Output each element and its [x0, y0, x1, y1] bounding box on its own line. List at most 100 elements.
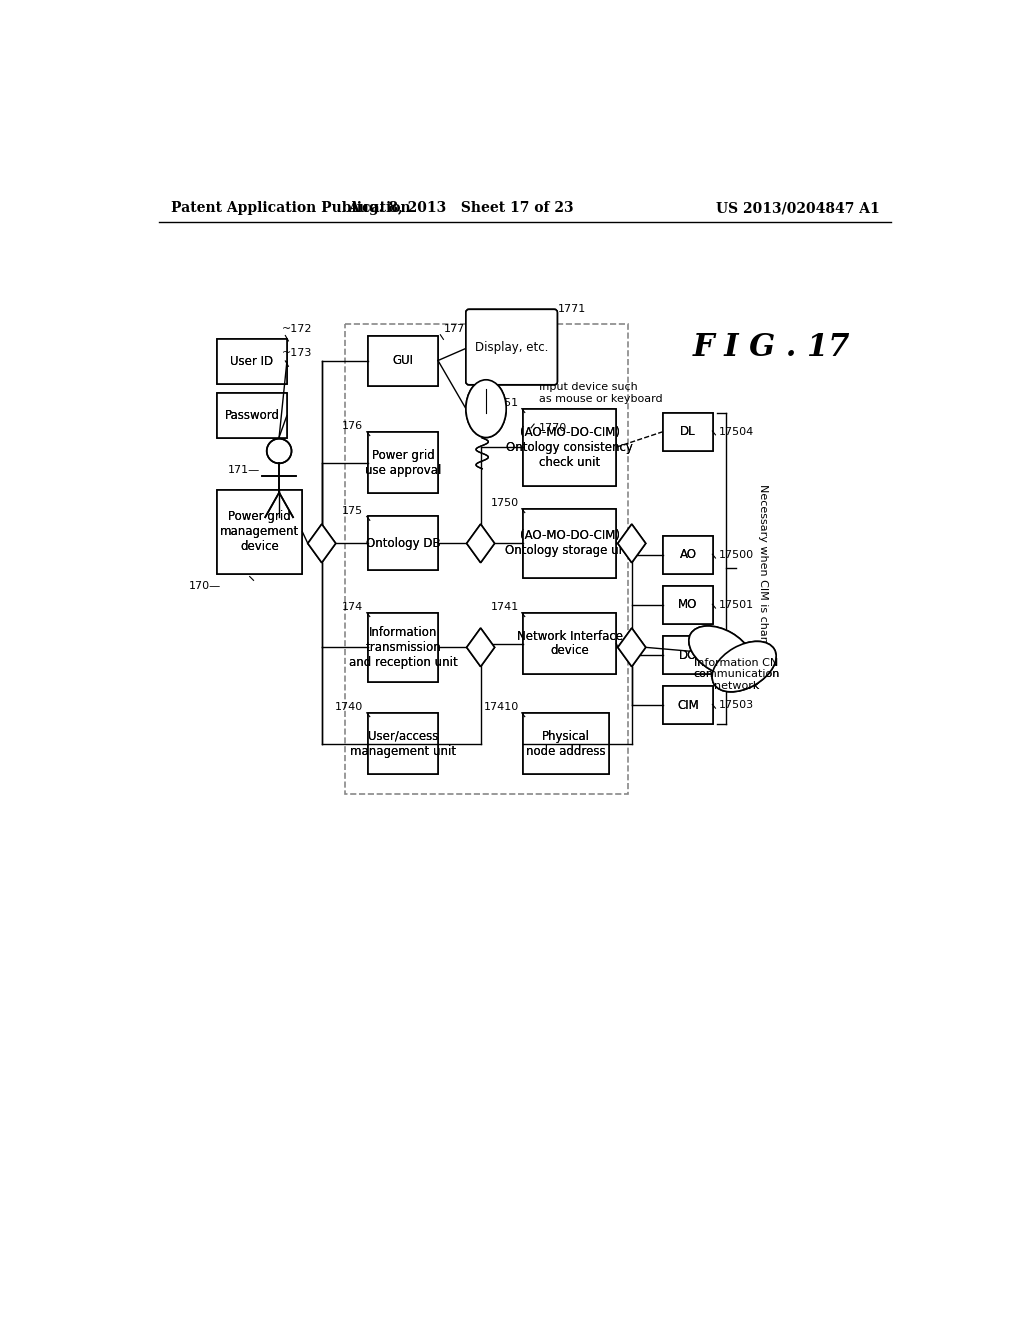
- Bar: [217, 339, 287, 384]
- Bar: [663, 412, 713, 451]
- Ellipse shape: [712, 642, 776, 692]
- Text: (AO-MO-DO-CIM)
Ontology consistency
check unit: (AO-MO-DO-CIM) Ontology consistency chec…: [506, 425, 633, 469]
- Text: Physical
node address: Physical node address: [526, 730, 605, 758]
- Text: DL: DL: [680, 425, 695, 438]
- Bar: [369, 713, 438, 775]
- Text: Password: Password: [224, 409, 280, 422]
- Text: User/access
management unit: User/access management unit: [350, 730, 456, 758]
- Text: Aug. 8, 2013   Sheet 17 of 23: Aug. 8, 2013 Sheet 17 of 23: [348, 202, 574, 215]
- Bar: [663, 586, 713, 624]
- Text: 1750: 1750: [490, 499, 518, 508]
- Bar: [663, 636, 713, 675]
- Ellipse shape: [466, 380, 506, 437]
- Text: 175: 175: [342, 506, 362, 516]
- Text: Power grid
management
device: Power grid management device: [220, 511, 299, 553]
- Polygon shape: [308, 524, 336, 562]
- Bar: [217, 393, 287, 438]
- Text: AO: AO: [680, 548, 696, 561]
- Text: Display, etc.: Display, etc.: [475, 341, 548, 354]
- Text: 17503: 17503: [719, 700, 754, 710]
- Bar: [217, 490, 302, 574]
- Text: User/access
management unit: User/access management unit: [350, 730, 456, 758]
- Text: Password: Password: [224, 409, 280, 422]
- Text: Input device such
as mouse or keyboard: Input device such as mouse or keyboard: [539, 383, 663, 404]
- Text: 17500: 17500: [719, 550, 754, 560]
- Text: DO: DO: [679, 648, 697, 661]
- Bar: [663, 586, 713, 624]
- Text: CIM: CIM: [677, 698, 698, 711]
- Bar: [369, 612, 438, 682]
- Text: 1741: 1741: [490, 602, 518, 612]
- Bar: [523, 713, 608, 775]
- Text: Power grid
management
device: Power grid management device: [220, 511, 299, 553]
- Text: F I G . 17: F I G . 17: [692, 331, 850, 363]
- Text: 17410: 17410: [483, 702, 518, 713]
- Text: (AO-MO-DO-CIM)
Ontology storage unit: (AO-MO-DO-CIM) Ontology storage unit: [505, 529, 635, 557]
- Text: 1771: 1771: [558, 304, 587, 314]
- Polygon shape: [467, 628, 495, 667]
- Text: Patent Application Publication: Patent Application Publication: [171, 202, 411, 215]
- Polygon shape: [308, 524, 336, 562]
- Text: GUI: GUI: [392, 354, 414, 367]
- Bar: [523, 612, 616, 675]
- Bar: [369, 432, 438, 494]
- Bar: [217, 490, 302, 574]
- Polygon shape: [617, 628, 646, 667]
- Text: 174: 174: [342, 602, 362, 612]
- Bar: [217, 339, 287, 384]
- Bar: [369, 335, 438, 385]
- Text: Display, etc.: Display, etc.: [475, 341, 548, 354]
- Text: 177: 177: [443, 325, 465, 334]
- Bar: [663, 536, 713, 574]
- Bar: [663, 686, 713, 725]
- Text: CIM: CIM: [677, 698, 698, 711]
- Bar: [523, 713, 608, 775]
- Ellipse shape: [689, 626, 753, 676]
- Text: 1770: 1770: [539, 422, 567, 433]
- Bar: [369, 335, 438, 385]
- Bar: [523, 612, 616, 675]
- Text: (AO-MO-DO-CIM)
Ontology storage unit: (AO-MO-DO-CIM) Ontology storage unit: [505, 529, 635, 557]
- Text: Network Interface
device: Network Interface device: [517, 630, 623, 657]
- Bar: [345, 323, 628, 793]
- Text: (AO-MO-DO-CIM)
Ontology consistency
check unit: (AO-MO-DO-CIM) Ontology consistency chec…: [506, 425, 633, 469]
- Text: ~173: ~173: [282, 348, 312, 358]
- Text: Information
transmission
and reception unit: Information transmission and reception u…: [349, 626, 458, 669]
- Text: Power grid
use approval: Power grid use approval: [365, 449, 441, 477]
- Text: Information CN
communication
network: Information CN communication network: [693, 657, 779, 690]
- Text: User ID: User ID: [230, 355, 273, 368]
- Text: DO: DO: [679, 648, 697, 661]
- Text: User ID: User ID: [230, 355, 273, 368]
- Bar: [523, 508, 616, 578]
- Ellipse shape: [712, 642, 776, 692]
- Bar: [663, 412, 713, 451]
- Bar: [663, 536, 713, 574]
- Text: Ontology DB: Ontology DB: [366, 537, 440, 550]
- Text: Information CN
communication
network: Information CN communication network: [693, 657, 779, 690]
- FancyBboxPatch shape: [466, 309, 557, 385]
- Ellipse shape: [689, 626, 753, 676]
- Text: 17501: 17501: [719, 601, 754, 610]
- Text: Network Interface
device: Network Interface device: [517, 630, 623, 657]
- Text: 1751: 1751: [490, 399, 518, 408]
- Text: Information
transmission
and reception unit: Information transmission and reception u…: [349, 626, 458, 669]
- Polygon shape: [617, 628, 646, 667]
- Text: DL: DL: [680, 425, 695, 438]
- Text: MO: MO: [678, 598, 697, 611]
- FancyBboxPatch shape: [466, 309, 557, 385]
- Bar: [369, 516, 438, 570]
- Polygon shape: [617, 524, 646, 562]
- Text: 1740: 1740: [335, 702, 362, 713]
- Polygon shape: [467, 628, 495, 667]
- Bar: [663, 636, 713, 675]
- Text: 17502: 17502: [719, 649, 754, 660]
- Text: AO: AO: [680, 548, 696, 561]
- Text: Ontology DB: Ontology DB: [366, 537, 440, 550]
- Bar: [369, 516, 438, 570]
- Text: Power grid
use approval: Power grid use approval: [365, 449, 441, 477]
- Text: 170—: 170—: [188, 581, 221, 591]
- Polygon shape: [617, 524, 646, 562]
- Text: 17504: 17504: [719, 426, 754, 437]
- Text: MO: MO: [678, 598, 697, 611]
- Bar: [663, 686, 713, 725]
